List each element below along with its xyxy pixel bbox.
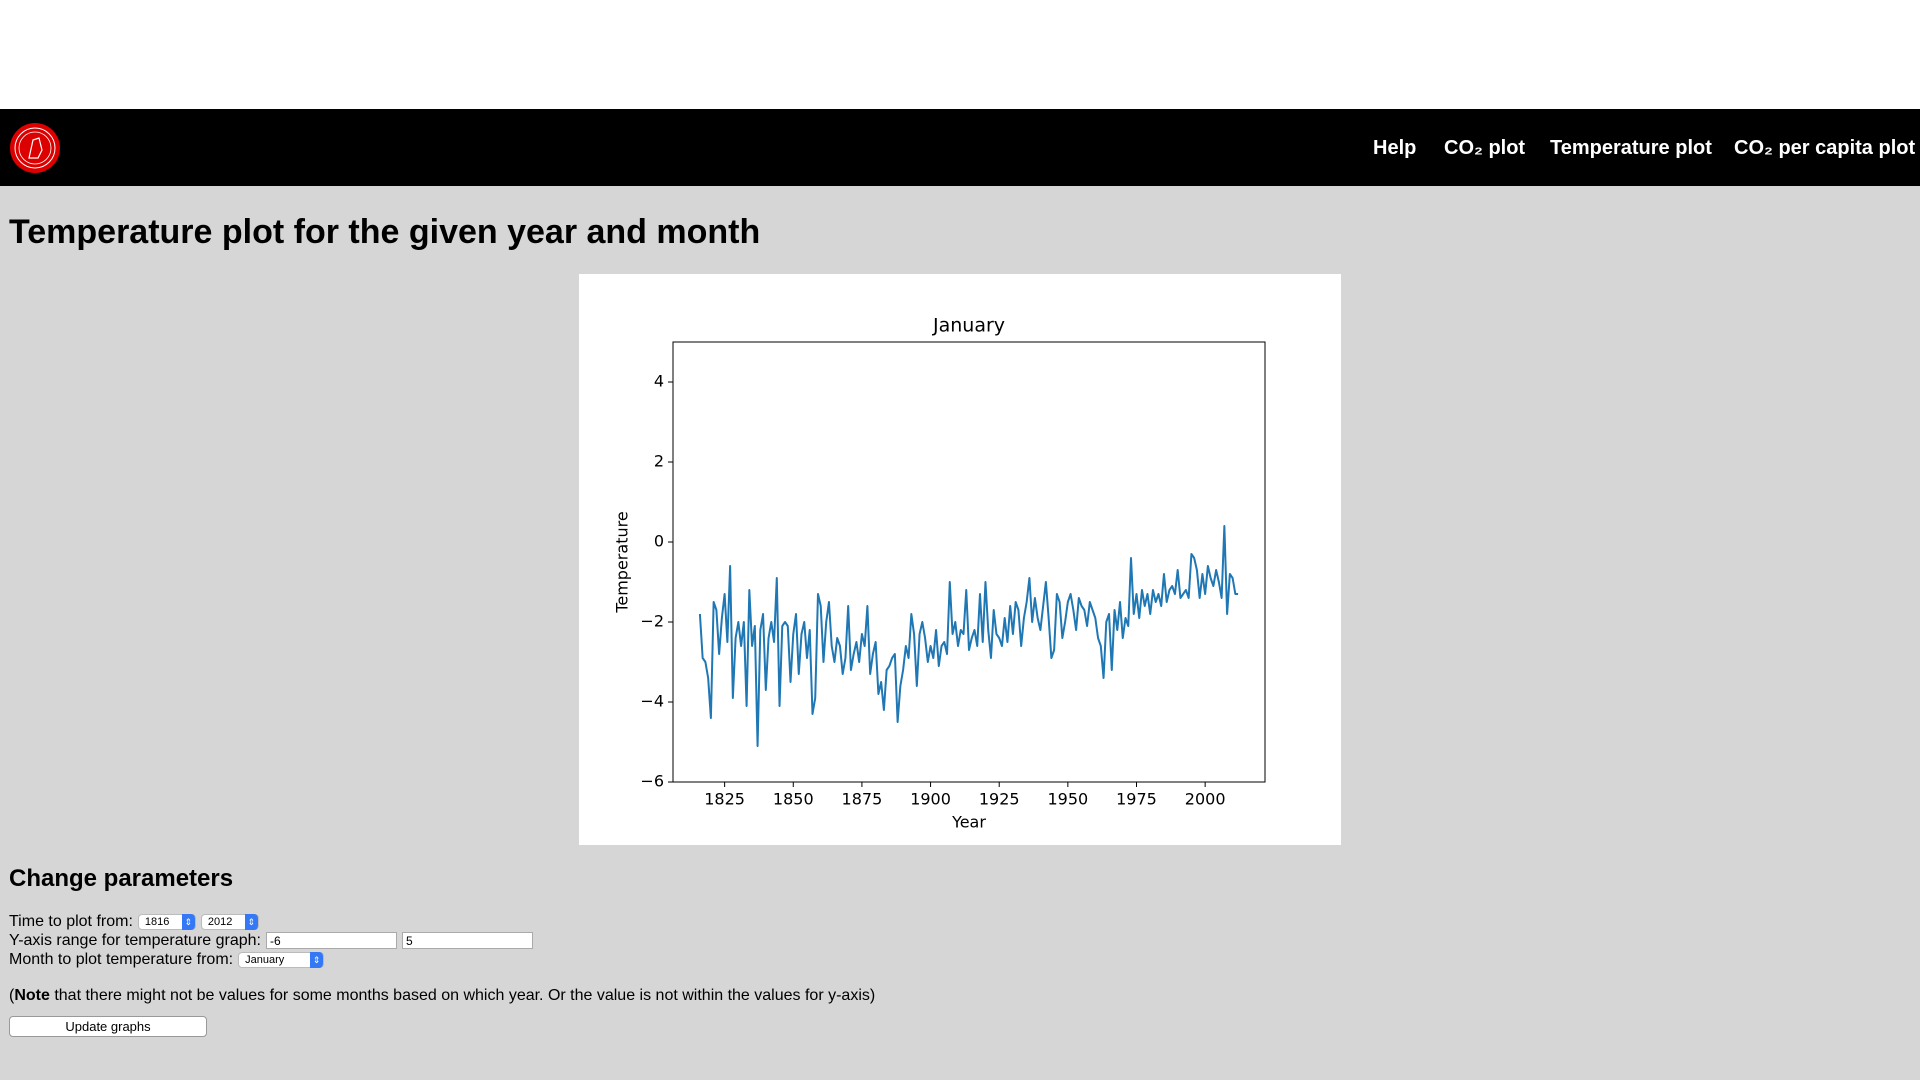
x-tick-label: 1875 [842, 790, 883, 809]
x-tick-label: 1900 [910, 790, 951, 809]
nav-link[interactable]: CO₂ per capita plot [1734, 137, 1916, 159]
y-tick-label: −6 [640, 772, 664, 791]
x-tick-label: 1950 [1047, 790, 1088, 809]
chart-title: January [932, 315, 1005, 337]
x-axis-label: Year [951, 813, 986, 832]
chart: January Year Temperature −6 −4 −2 0 2 4 1825 18… [613, 315, 1266, 832]
ymin-input[interactable]: -6 [266, 932, 397, 949]
x-tick-label: 1825 [704, 790, 745, 809]
x-tick-label: 1925 [979, 790, 1020, 809]
note-bold: Note [14, 986, 50, 1004]
select-arrow: ⇕ [310, 951, 324, 968]
data-line [698, 525, 1239, 747]
select-arrow: ⇕ [181, 913, 195, 930]
update-button[interactable]: Update graphs [9, 1016, 207, 1037]
time-label: Time to plot from: [9, 912, 133, 930]
note-text: (Note that there might not be values for… [9, 987, 875, 1005]
chart-image: January Year Temperature −6 −4 −2 0 2 4 1825 18… [579, 274, 1341, 845]
note-open: ( [9, 986, 15, 1004]
ymax-input[interactable]: 5 [402, 932, 533, 949]
month-row: Month to plot temperature from: January ⇕ [9, 950, 325, 969]
select-value: 2012 [207, 915, 233, 928]
time-to-select[interactable]: 2012 ⇕ [200, 913, 259, 930]
note: (Note that there might not be values for… [9, 986, 875, 1005]
note-rest: that there might not be values for some … [49, 986, 876, 1004]
y-tick-label: −2 [640, 612, 664, 631]
y-axis-label: Temperature [613, 511, 632, 613]
yrange-row: Y-axis range for temperature graph: -6 5 [9, 931, 533, 950]
time-from-select[interactable]: 1816 ⇕ [137, 913, 196, 930]
yrange-label: Y-axis range for temperature graph: [9, 931, 261, 949]
x-tick-label: 2000 [1185, 790, 1226, 809]
y-tick-label: −4 [640, 692, 664, 711]
month-select[interactable]: January ⇕ [238, 951, 325, 968]
logo[interactable] [9, 122, 61, 174]
time-row: Time to plot from: 1816 ⇕ 2012 ⇕ [9, 912, 259, 931]
select-value: 1816 [144, 915, 170, 928]
month-label: Month to plot temperature from: [9, 950, 234, 968]
top-blank [0, 0, 1920, 109]
navbar: Help CO₂ plot Temperature plot CO₂ per c… [0, 109, 1920, 186]
y-tick-label: 4 [654, 372, 664, 391]
axes-frame [672, 341, 1266, 783]
x-tick-label: 1850 [773, 790, 814, 809]
nav-link[interactable]: Temperature plot [1550, 137, 1712, 159]
nav-link[interactable]: Help [1373, 137, 1417, 159]
select-value: January [245, 953, 285, 966]
y-tick-label: 0 [654, 532, 664, 551]
form-title: Change parameters [9, 865, 234, 892]
x-tick-label: 1975 [1116, 790, 1157, 809]
nav-link[interactable]: CO₂ plot [1444, 137, 1526, 159]
y-tick-label: 2 [654, 452, 664, 471]
page-heading: Temperature plot for the given year and … [9, 213, 761, 251]
select-arrow: ⇕ [244, 913, 258, 930]
